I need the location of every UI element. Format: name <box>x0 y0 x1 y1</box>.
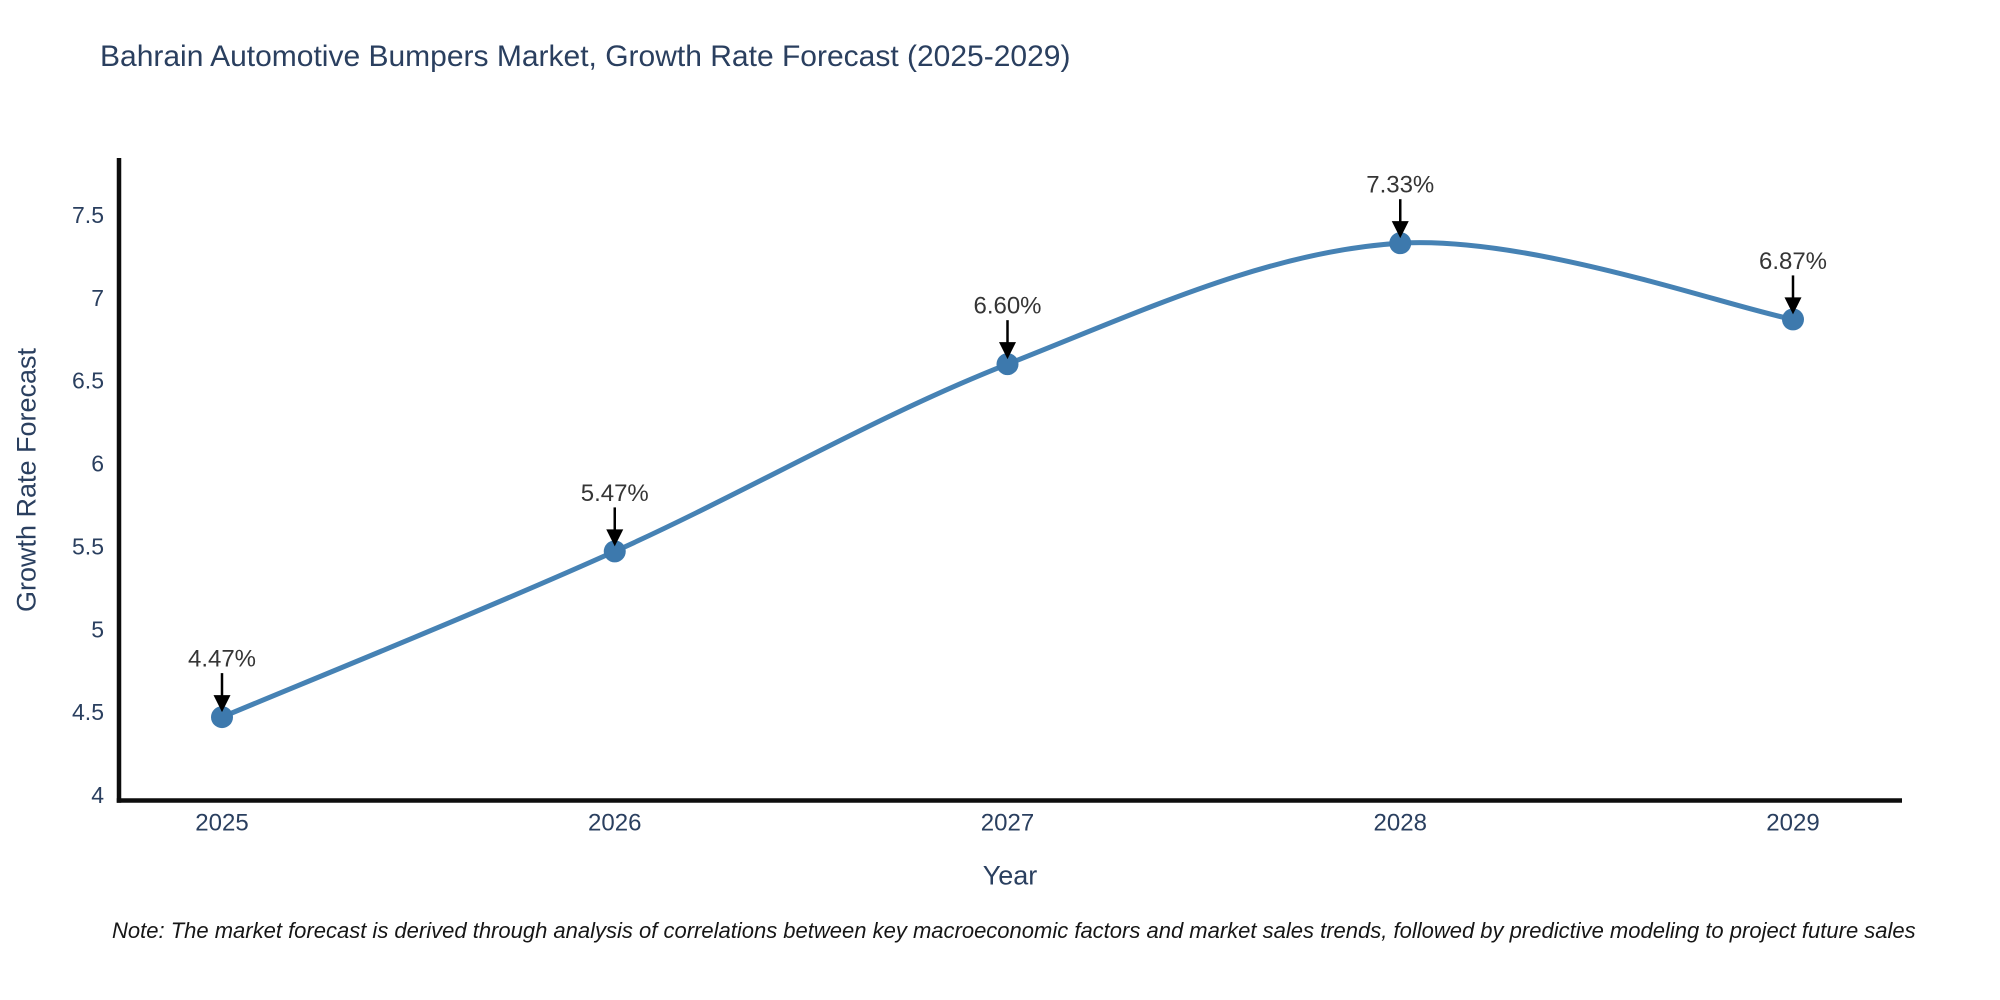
x-tick-label: 2028 <box>1374 810 1427 837</box>
annotation-arrowhead-icon <box>1391 221 1409 239</box>
point-value-label: 5.47% <box>581 480 649 507</box>
x-tick-label: 2025 <box>195 810 248 837</box>
y-tick-label: 4.5 <box>72 699 104 725</box>
y-tick-label: 5 <box>91 616 104 642</box>
chart-title: Bahrain Automotive Bumpers Market, Growt… <box>100 40 1071 73</box>
x-tick-label: 2026 <box>588 810 641 837</box>
y-tick-label: 6.5 <box>72 368 104 394</box>
y-tick-label: 7.5 <box>72 202 104 228</box>
footnote: Note: The market forecast is derived thr… <box>112 918 1916 943</box>
y-tick-label: 5.5 <box>72 533 104 559</box>
point-value-label: 7.33% <box>1366 172 1434 199</box>
x-axis-title: Year <box>982 860 1038 891</box>
data-point-marker <box>1782 308 1804 331</box>
point-value-label: 4.47% <box>188 646 256 673</box>
data-point-marker <box>1389 232 1412 255</box>
y-tick-label: 6 <box>91 451 104 477</box>
x-tick-label: 2027 <box>981 810 1034 837</box>
annotation-arrowhead-icon <box>606 529 624 547</box>
data-point-marker <box>211 706 233 729</box>
point-value-label: 6.60% <box>973 293 1041 320</box>
annotation-arrowhead-icon <box>1784 297 1802 315</box>
y-tick-label: 4 <box>91 782 104 808</box>
annotation-arrowhead-icon <box>213 695 231 713</box>
annotation-arrowhead-icon <box>999 342 1016 360</box>
data-point-marker <box>603 540 626 563</box>
x-tick-label: 2029 <box>1766 810 1819 837</box>
point-value-label: 6.87% <box>1759 248 1827 275</box>
y-tick-label: 7 <box>91 285 104 311</box>
data-point-marker <box>996 353 1019 376</box>
